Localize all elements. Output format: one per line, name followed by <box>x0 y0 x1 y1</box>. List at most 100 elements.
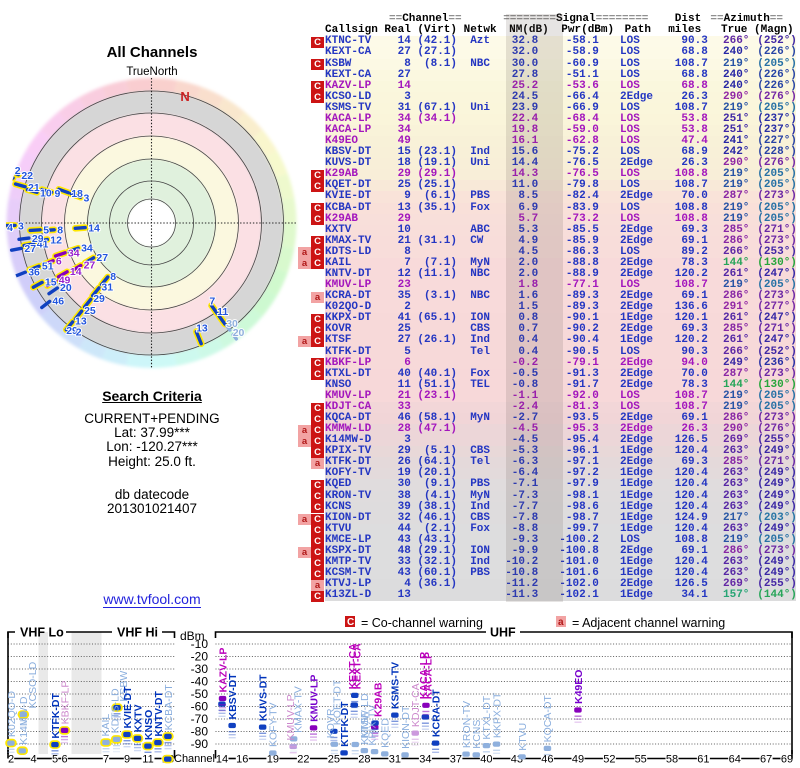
svg-text:51: 51 <box>42 261 54 273</box>
svg-text:37: 37 <box>450 754 462 766</box>
svg-text:13: 13 <box>75 316 87 328</box>
svg-text:18: 18 <box>71 188 83 200</box>
svg-text:20: 20 <box>60 282 72 294</box>
svg-text:67: 67 <box>760 754 772 766</box>
svg-text:KUVS-DT: KUVS-DT <box>258 674 270 721</box>
svg-text:a: a <box>558 617 564 628</box>
svg-text:34: 34 <box>68 247 80 259</box>
svg-text:27: 27 <box>96 252 108 264</box>
svg-text:5: 5 <box>52 754 58 766</box>
svg-text:14: 14 <box>88 223 100 235</box>
svg-text:KOFY-TV: KOFY-TV <box>268 702 280 747</box>
svg-text:10: 10 <box>40 188 52 200</box>
svg-text:52: 52 <box>603 754 615 766</box>
svg-text:25: 25 <box>84 305 96 317</box>
svg-text:4: 4 <box>7 222 13 234</box>
svg-text:16: 16 <box>236 754 248 766</box>
svg-text:46: 46 <box>52 296 64 308</box>
svg-text:27: 27 <box>84 260 96 272</box>
svg-text:UHF: UHF <box>490 626 516 640</box>
svg-text:KTFK-DT: KTFK-DT <box>339 701 351 747</box>
svg-text:KBSV-DT: KBSV-DT <box>227 673 239 720</box>
svg-text:41: 41 <box>37 239 49 251</box>
svg-text:KSMS-TV: KSMS-TV <box>390 662 402 709</box>
svg-text:12: 12 <box>50 234 62 246</box>
svg-text:KDTS-LD: KDTS-LD <box>109 688 121 733</box>
svg-text:KDJT-CA: KDJT-CA <box>410 683 422 727</box>
svg-text:KNTV-DT: KNTV-DT <box>153 691 165 737</box>
svg-text:K49EO: K49EO <box>573 670 585 704</box>
svg-text:KQCA-DT: KQCA-DT <box>542 695 554 743</box>
svg-text:49: 49 <box>59 275 71 287</box>
svg-text:30: 30 <box>226 318 238 330</box>
svg-text:KTXL-DT: KTXL-DT <box>481 695 493 739</box>
svg-text:C: C <box>347 617 354 628</box>
svg-text:KPIX-TV: KPIX-TV <box>366 705 378 746</box>
svg-text:20: 20 <box>233 327 245 339</box>
svg-text:27: 27 <box>24 243 36 255</box>
svg-text:KION-DT: KION-DT <box>400 705 412 749</box>
svg-text:46: 46 <box>541 754 553 766</box>
svg-text:22: 22 <box>21 170 33 182</box>
svg-text:KKPX-DT: KKPX-DT <box>491 692 503 738</box>
svg-text:64: 64 <box>729 754 741 766</box>
svg-text:KXTV: KXTV <box>132 704 144 732</box>
svg-text:3: 3 <box>18 220 24 232</box>
svg-text:KCNS: KCNS <box>471 720 483 749</box>
svg-text:6: 6 <box>56 255 62 267</box>
svg-text:19: 19 <box>267 754 279 766</box>
svg-text:KACA-LP: KACA-LP <box>418 652 430 699</box>
svg-text:KCSO-LD: KCSO-LD <box>27 661 39 708</box>
svg-text:K02QO-D: K02QO-D <box>6 691 18 738</box>
svg-text:61: 61 <box>697 754 709 766</box>
svg-text:2: 2 <box>15 165 21 177</box>
svg-text:4: 4 <box>30 754 36 766</box>
svg-text:-70: -70 <box>191 712 209 726</box>
svg-text:N: N <box>180 89 189 104</box>
svg-text:-10: -10 <box>191 637 209 651</box>
svg-text:11: 11 <box>142 754 153 766</box>
svg-text:34: 34 <box>419 754 431 766</box>
svg-text:KVIE-DT: KVIE-DT <box>122 686 134 729</box>
svg-text:KCRA-DT: KCRA-DT <box>430 689 442 737</box>
svg-text:KACA-LP: KACA-LP <box>423 652 435 699</box>
svg-text:14: 14 <box>216 754 228 766</box>
svg-text:KNSO: KNSO <box>143 710 155 740</box>
svg-text:29: 29 <box>32 233 44 245</box>
svg-text:6: 6 <box>61 754 67 766</box>
svg-text:KEXT-CA: KEXT-CA <box>352 643 364 690</box>
svg-text:49: 49 <box>572 754 584 766</box>
svg-text:31: 31 <box>101 282 113 294</box>
svg-text:8: 8 <box>57 225 63 237</box>
svg-text:-90: -90 <box>191 737 209 751</box>
svg-text:9: 9 <box>124 754 130 766</box>
svg-text:KMUV-LP: KMUV-LP <box>285 694 297 740</box>
svg-text:KOVR: KOVR <box>325 708 337 738</box>
svg-text:40: 40 <box>480 754 492 766</box>
svg-text:15: 15 <box>45 277 57 289</box>
svg-text:dBm: dBm <box>180 629 205 643</box>
svg-text:KTFK-DT: KTFK-DT <box>50 693 62 739</box>
svg-text:K14MW-D: K14MW-D <box>18 696 30 745</box>
svg-text:-80: -80 <box>191 725 209 739</box>
svg-text:KCBA-DT: KCBA-DT <box>163 684 175 731</box>
svg-text:-50: -50 <box>191 687 209 701</box>
svg-text:-20: -20 <box>191 650 209 664</box>
svg-text:KEXT-CA: KEXT-CA <box>347 643 359 690</box>
svg-text:KSBW: KSBW <box>118 671 130 702</box>
svg-text:Channel: Channel <box>174 753 215 765</box>
svg-text:3: 3 <box>84 193 90 205</box>
svg-text:KBKF-LP: KBKF-LP <box>59 681 71 725</box>
svg-text:8: 8 <box>110 271 116 283</box>
svg-text:28: 28 <box>358 754 370 766</box>
svg-text:-30: -30 <box>191 662 209 676</box>
svg-text:= Adjacent channel warning: = Adjacent channel warning <box>572 616 725 630</box>
svg-text:-60: -60 <box>191 700 209 714</box>
svg-text:29: 29 <box>66 325 78 337</box>
svg-text:58: 58 <box>666 754 678 766</box>
svg-text:69: 69 <box>781 754 793 766</box>
svg-text:7: 7 <box>209 296 215 308</box>
svg-text:KMAX-TV: KMAX-TV <box>293 686 305 733</box>
svg-text:11: 11 <box>217 306 228 318</box>
svg-text:36: 36 <box>28 267 40 279</box>
